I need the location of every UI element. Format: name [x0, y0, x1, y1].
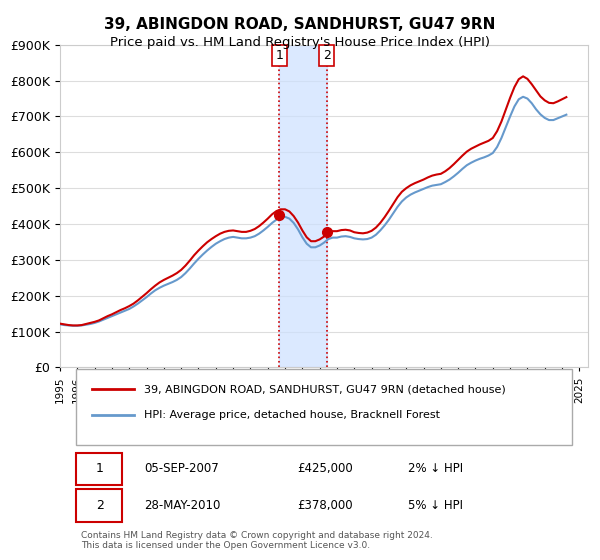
Text: 2: 2: [323, 49, 331, 62]
Text: 2% ↓ HPI: 2% ↓ HPI: [409, 463, 464, 475]
FancyBboxPatch shape: [76, 489, 122, 521]
Text: 1: 1: [95, 463, 104, 475]
Text: 28-MAY-2010: 28-MAY-2010: [145, 499, 221, 512]
FancyBboxPatch shape: [76, 369, 572, 445]
Text: 39, ABINGDON ROAD, SANDHURST, GU47 9RN: 39, ABINGDON ROAD, SANDHURST, GU47 9RN: [104, 17, 496, 32]
Text: HPI: Average price, detached house, Bracknell Forest: HPI: Average price, detached house, Brac…: [145, 409, 440, 419]
Bar: [280, 45, 327, 367]
Text: 5% ↓ HPI: 5% ↓ HPI: [409, 499, 463, 512]
Text: 1: 1: [275, 49, 283, 62]
Text: £378,000: £378,000: [298, 499, 353, 512]
Text: £425,000: £425,000: [298, 463, 353, 475]
Text: Price paid vs. HM Land Registry's House Price Index (HPI): Price paid vs. HM Land Registry's House …: [110, 36, 490, 49]
FancyBboxPatch shape: [76, 452, 122, 486]
Text: 2: 2: [95, 499, 104, 512]
Text: 05-SEP-2007: 05-SEP-2007: [145, 463, 219, 475]
Text: 39, ABINGDON ROAD, SANDHURST, GU47 9RN (detached house): 39, ABINGDON ROAD, SANDHURST, GU47 9RN (…: [145, 384, 506, 394]
Text: Contains HM Land Registry data © Crown copyright and database right 2024.
This d: Contains HM Land Registry data © Crown c…: [81, 531, 433, 550]
